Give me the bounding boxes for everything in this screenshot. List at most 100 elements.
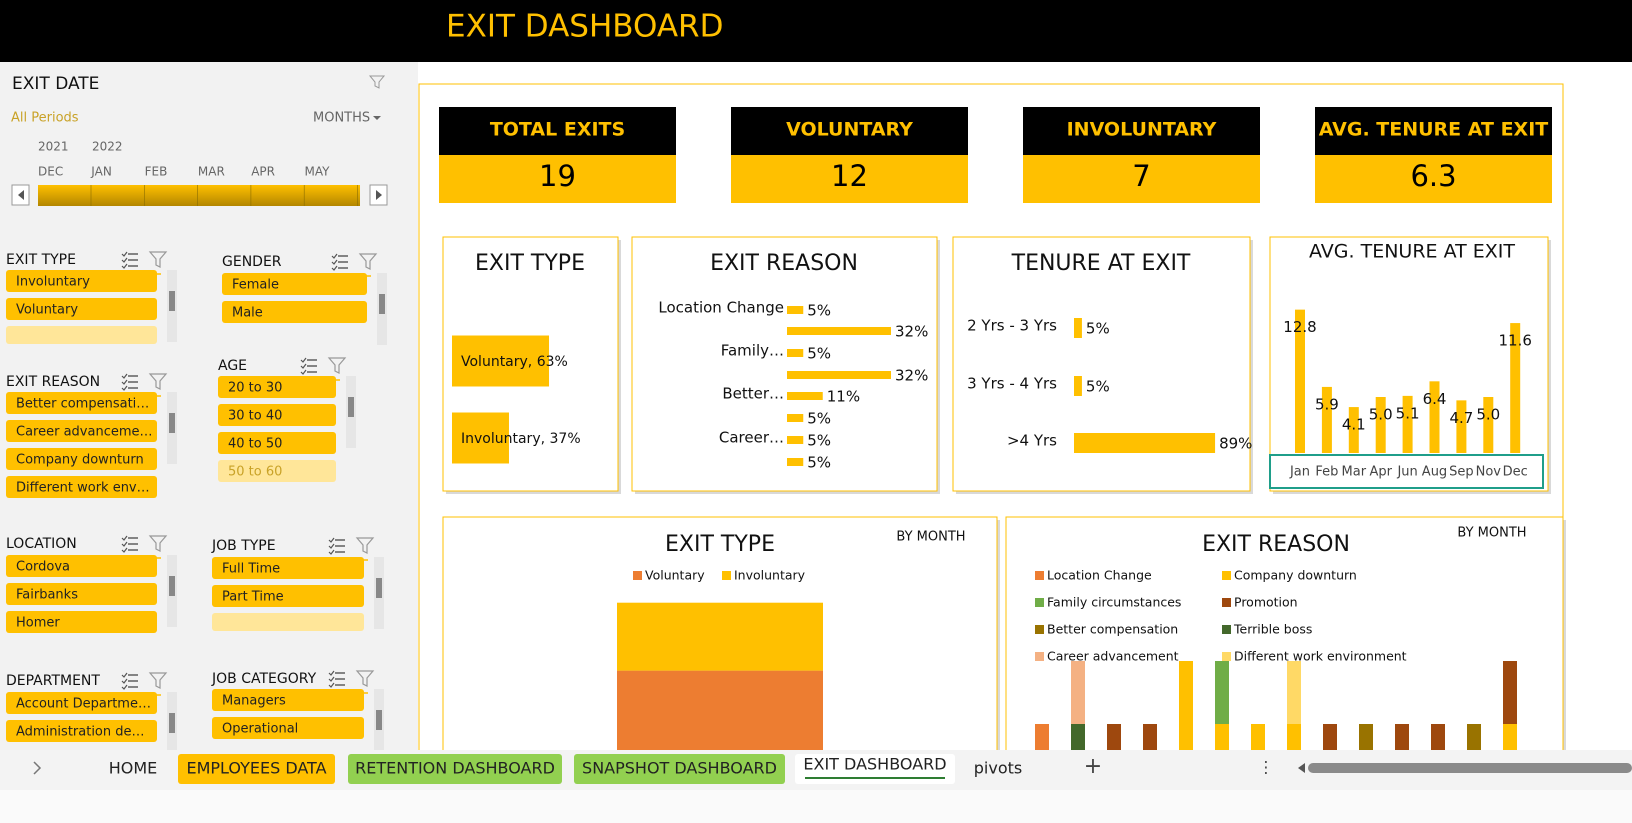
icon-check — [121, 684, 128, 690]
slicer-item-label: Part Time — [222, 590, 284, 605]
kpi-value: 19 — [539, 159, 576, 193]
slicer-item[interactable] — [212, 585, 364, 607]
data-label: Involuntary, 37% — [461, 431, 581, 447]
slicer-item[interactable] — [218, 432, 336, 454]
timeline-month: MAR — [198, 165, 225, 179]
slicer-scroll-thumb[interactable] — [379, 294, 385, 314]
chart-title: EXIT REASON — [710, 251, 858, 276]
icon-check — [328, 676, 335, 682]
sheet-tab[interactable] — [178, 754, 335, 784]
legend-label: Different work environment — [1234, 649, 1407, 664]
icon-filter[interactable] — [148, 535, 168, 552]
data-label: 5% — [807, 302, 831, 320]
icon-check — [121, 379, 128, 385]
bar-segment — [1071, 661, 1085, 724]
x-tick-label: Apr — [1369, 465, 1392, 480]
slicer-item-label: Operational — [222, 722, 298, 737]
slicer-item[interactable] — [6, 448, 157, 470]
kpi-label: VOLUNTARY — [786, 119, 913, 141]
icon-check — [300, 369, 307, 375]
bar — [1429, 381, 1440, 453]
legend-swatch — [1222, 652, 1231, 661]
slicer-scroll-thumb[interactable] — [376, 710, 382, 730]
icon-filter[interactable] — [327, 357, 347, 374]
slicer-item[interactable] — [6, 720, 157, 742]
bar — [1483, 397, 1494, 453]
slicer-item[interactable] — [218, 404, 336, 426]
slicer-empty — [212, 613, 364, 631]
timeline-bar[interactable] — [38, 185, 360, 206]
slicer-scroll-thumb[interactable] — [169, 576, 175, 596]
slicer-item[interactable] — [6, 298, 157, 320]
slicer-item[interactable] — [218, 376, 336, 398]
data-label: 5.9 — [1315, 395, 1339, 413]
data-label: 11% — [827, 388, 860, 406]
timeline-period[interactable]: All Periods — [11, 111, 79, 126]
slicer-scroll-thumb[interactable] — [169, 291, 175, 311]
icon-filter[interactable] — [355, 537, 375, 554]
icon-check — [331, 265, 338, 271]
slicer-title: LOCATION — [6, 536, 77, 552]
icon-filter[interactable] — [148, 373, 168, 390]
slicer-item[interactable] — [6, 611, 157, 633]
slicer-item-label: Company downturn — [16, 453, 144, 468]
slicer-item[interactable] — [218, 460, 336, 482]
legend-swatch — [1035, 598, 1044, 607]
slicer-item[interactable] — [6, 476, 157, 498]
bar-segment — [1215, 724, 1229, 750]
hscroll-left[interactable] — [1298, 763, 1305, 773]
kpi-value: 12 — [831, 159, 868, 193]
icon-filter[interactable] — [148, 672, 168, 689]
slicer-item[interactable] — [6, 555, 157, 577]
clear-filter-icon[interactable] — [368, 75, 386, 89]
slicer-item[interactable] — [222, 273, 367, 295]
slicer-item-label: Involuntary — [16, 275, 90, 290]
tab-scroll[interactable] — [33, 761, 42, 775]
data-label: Voluntary, 63% — [461, 354, 568, 370]
slicer-scroll-thumb[interactable] — [169, 413, 175, 433]
sheet-tab-label: EXIT DASHBOARD — [803, 755, 946, 774]
sheet-tab[interactable] — [574, 754, 785, 784]
slicer-item[interactable] — [6, 583, 157, 605]
slicer-item[interactable] — [212, 689, 364, 711]
dropdown-arrow[interactable] — [373, 116, 381, 120]
icon-check — [121, 541, 128, 547]
icon-check — [121, 251, 128, 257]
bar-segment — [1215, 661, 1229, 724]
add-sheet[interactable]: + — [1084, 754, 1102, 779]
sheet-tab[interactable] — [795, 754, 955, 784]
slicer-scroll-thumb[interactable] — [376, 578, 382, 598]
legend-swatch — [633, 571, 642, 580]
timeline-year: 2022 — [92, 140, 123, 154]
slicer-item[interactable] — [6, 692, 157, 714]
icon-filter[interactable] — [358, 253, 378, 270]
timeline-level[interactable]: MONTHS — [313, 111, 370, 126]
icon-check — [300, 363, 307, 369]
kpi-label: INVOLUNTARY — [1067, 119, 1217, 141]
slicer-item[interactable] — [6, 270, 157, 292]
data-label: 5% — [1086, 320, 1110, 338]
data-label: 4.7 — [1449, 409, 1473, 427]
slicer-item[interactable] — [212, 557, 364, 579]
slicer-scroll-thumb[interactable] — [348, 397, 354, 417]
slicer-item-label: Full Time — [222, 562, 280, 577]
data-label: 4.1 — [1342, 416, 1366, 434]
slicer-scroll-thumb[interactable] — [169, 713, 175, 733]
slicer-item[interactable] — [6, 420, 157, 442]
hscroll-thumb[interactable] — [1308, 763, 1632, 773]
x-tick-label: Jun — [1396, 465, 1417, 480]
slicer-item[interactable] — [222, 301, 367, 323]
bar-segment — [1107, 724, 1121, 750]
legend-swatch — [1035, 571, 1044, 580]
icon-check — [328, 670, 335, 676]
legend-swatch — [722, 571, 731, 580]
more-menu[interactable]: ⋮ — [1258, 758, 1274, 777]
slicer-item[interactable] — [6, 392, 157, 414]
icon-filter[interactable] — [148, 251, 168, 268]
kpi-body — [1023, 155, 1260, 203]
sheet-tab-label: EMPLOYEES DATA — [186, 759, 326, 778]
sheet-tab[interactable] — [348, 754, 562, 784]
x-tick-label: Aug — [1422, 465, 1447, 480]
icon-filter[interactable] — [355, 670, 375, 687]
slicer-item[interactable] — [212, 717, 364, 739]
